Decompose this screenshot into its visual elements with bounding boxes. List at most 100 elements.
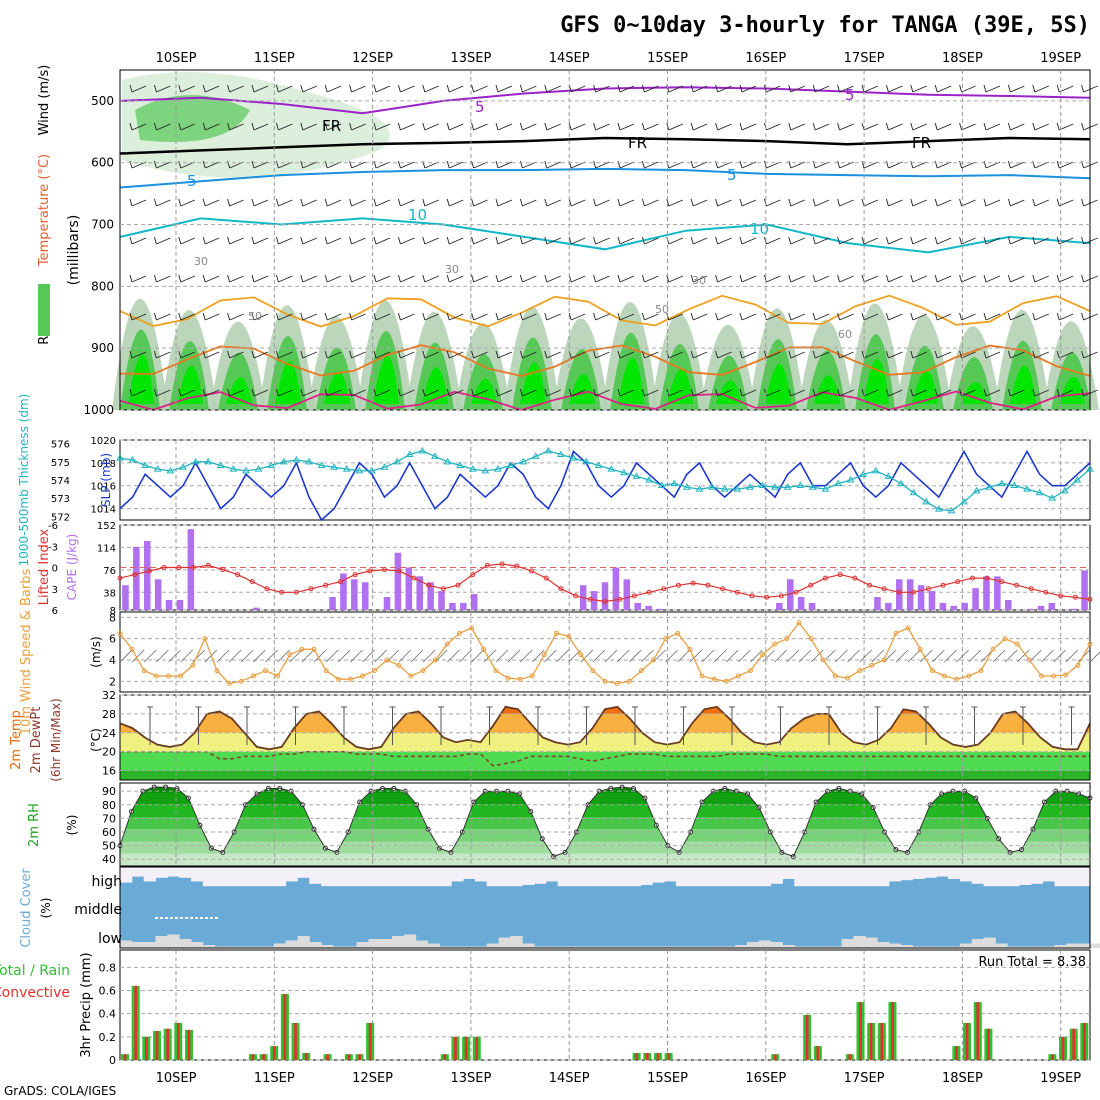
precip-axis-label: 3hr Precip (mm) — [79, 952, 94, 1057]
wind-barb — [375, 123, 391, 131]
low-cloud-bar — [1066, 943, 1079, 948]
day-label-bottom: 10SEP — [156, 1071, 197, 1086]
wind-barb — [888, 199, 903, 207]
wind-barb — [397, 198, 401, 207]
low-cloud-bar — [285, 940, 298, 948]
wind-barb — [985, 85, 1001, 93]
wind-barb — [471, 649, 484, 663]
wind-barb — [351, 351, 366, 359]
wind-barb — [227, 312, 231, 321]
low-cloud-bar — [321, 945, 334, 948]
cape-bar — [154, 579, 162, 610]
wind-barb — [400, 85, 415, 93]
wind-barb — [449, 237, 464, 245]
wind-speed-point — [190, 662, 196, 668]
relative-humidity-frame — [119, 782, 1091, 867]
lifted-index-point — [558, 586, 564, 592]
temperature-band — [120, 770, 1090, 780]
wind-barb — [522, 275, 537, 283]
wind-barb — [178, 236, 182, 245]
cape-bar — [1004, 599, 1012, 610]
wind-barb — [815, 85, 830, 93]
wind-barb — [275, 388, 279, 397]
wind-speed-tick-label: 6 — [109, 633, 116, 646]
wind-barb — [910, 198, 914, 207]
wind-barb — [546, 161, 561, 169]
wind-barb — [351, 85, 366, 93]
low-cloud-bar — [403, 934, 417, 948]
wind-barb — [725, 649, 739, 663]
precip-tick-label: 0.2 — [99, 1031, 117, 1044]
wind-barb — [129, 312, 133, 321]
wind-speed-point — [541, 652, 547, 658]
wind-barb — [278, 237, 293, 245]
rh-tick-label: 90 — [102, 785, 116, 798]
wind-barb — [424, 237, 439, 245]
wind-speed-point — [141, 668, 147, 674]
precip-convective-bar — [443, 1054, 447, 1060]
wind-barb — [912, 389, 927, 397]
pressure-tick-label: 800 — [91, 279, 114, 293]
temperature-tick-label: 28 — [102, 708, 116, 721]
wind-barb — [812, 274, 816, 283]
thickness-point — [871, 466, 880, 474]
wind-barb — [1032, 160, 1036, 169]
wind-barb — [644, 351, 659, 359]
wind-barb — [668, 275, 683, 283]
wind-barb — [1032, 122, 1036, 131]
wind-barb — [178, 312, 182, 321]
wind-barb — [837, 274, 841, 283]
wind-speed-point — [323, 668, 329, 674]
wind-barb — [180, 123, 195, 131]
slp-tick-label: 1018 — [91, 459, 116, 470]
wind-barb — [959, 198, 963, 207]
wind-barb — [302, 389, 317, 397]
contour-label: FR — [628, 134, 647, 152]
day-label-top: 19SEP — [1040, 51, 1081, 66]
wind-barb — [546, 313, 561, 321]
wind-barb — [351, 123, 366, 131]
high-cloud-bar — [664, 867, 677, 882]
wind-speed-tick-label: 4 — [109, 654, 116, 667]
wind-barb — [373, 388, 377, 397]
wind-barb — [253, 351, 269, 359]
wind-barb — [153, 236, 157, 245]
low-cloud-bar — [770, 942, 783, 948]
rh-line — [119, 786, 1091, 858]
cape-axis-label: CAPE (J/kg) — [65, 534, 79, 601]
wind-barb — [153, 122, 157, 131]
wind-barb — [961, 199, 976, 207]
wind-barb — [422, 350, 426, 359]
pressure-tick-label: 700 — [91, 218, 114, 232]
rh-axis-label: 2m RH — [27, 803, 42, 847]
wind-barb — [815, 275, 830, 283]
cape-bar — [950, 605, 958, 610]
wind-barb — [617, 122, 621, 131]
wind-speed-point — [590, 668, 596, 674]
cloud-level-middle: middle — [74, 902, 122, 918]
wind-barb — [961, 351, 976, 359]
low-cloud-bar — [806, 946, 819, 948]
wind-barb — [888, 389, 903, 397]
wind-speed-point — [578, 652, 584, 658]
wind-barb — [689, 649, 703, 663]
cape-bar — [460, 602, 467, 610]
precip-convective-bar — [1061, 1036, 1065, 1060]
low-cloud-bar — [486, 943, 500, 948]
wind-barb — [1007, 312, 1011, 321]
wind-barb — [592, 649, 606, 663]
wind-barb — [351, 389, 366, 397]
high-cloud-bar — [971, 867, 985, 884]
cape-bar — [1048, 602, 1056, 610]
wind-barb — [302, 351, 317, 359]
cloud-cover-panel: high middle low Cloud Cover (%) — [19, 866, 1100, 949]
temp-axis-label: 2m Temp — [9, 710, 24, 770]
wind-barb — [471, 388, 475, 397]
wind-barb — [739, 388, 743, 397]
wind-barb — [324, 122, 328, 131]
wind-barb — [968, 649, 982, 663]
wind-barb — [919, 649, 933, 663]
rh-fill-blob — [569, 373, 595, 404]
wind-barb — [644, 237, 659, 245]
wind-barb — [471, 274, 475, 283]
